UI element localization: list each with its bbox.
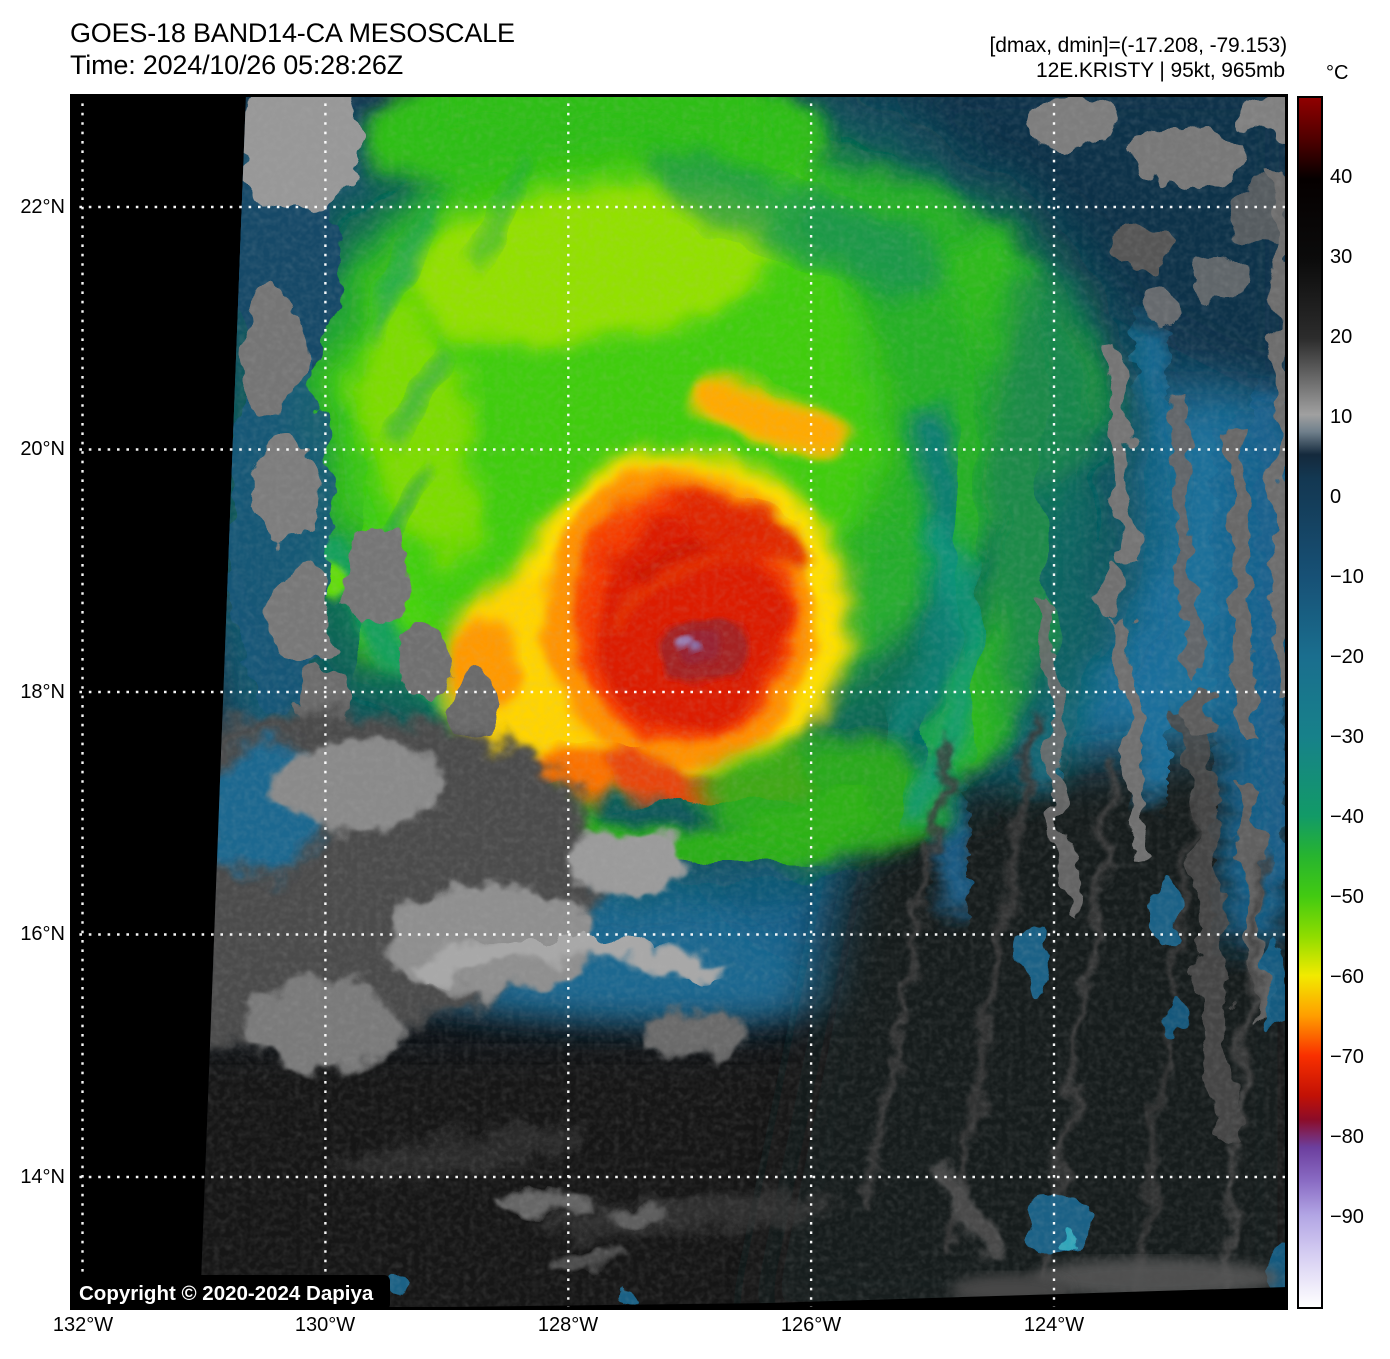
svg-text:Copyright © 2020-2024 Dapiya: Copyright © 2020-2024 Dapiya xyxy=(79,1282,374,1305)
